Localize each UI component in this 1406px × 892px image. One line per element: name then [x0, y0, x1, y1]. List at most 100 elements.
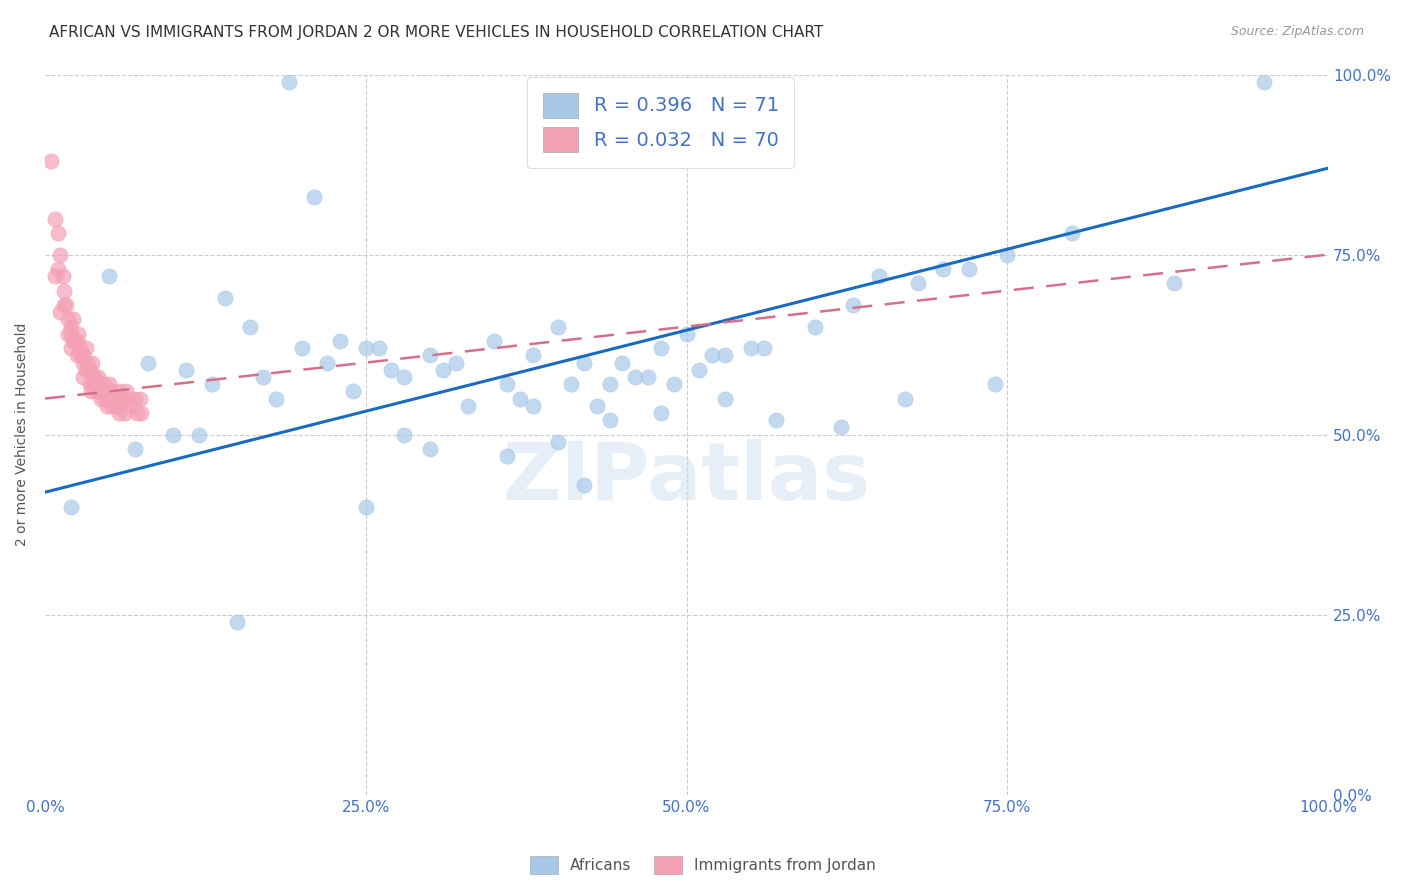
- Text: ZIPatlas: ZIPatlas: [502, 439, 870, 516]
- Point: [87, 377, 110, 392]
- Point: [52, 269, 75, 284]
- Point: [201, 377, 224, 392]
- Point: [49, 305, 72, 319]
- Point: [599, 377, 621, 392]
- Point: [354, 341, 377, 355]
- Point: [367, 341, 389, 355]
- Point: [830, 420, 852, 434]
- Point: [59, 319, 82, 334]
- Point: [547, 434, 569, 449]
- Point: [105, 399, 128, 413]
- Point: [522, 399, 544, 413]
- Point: [304, 190, 326, 204]
- Legend: Africans, Immigrants from Jordan: Africans, Immigrants from Jordan: [524, 850, 882, 880]
- Point: [69, 341, 91, 355]
- Point: [55, 298, 77, 312]
- Point: [101, 384, 124, 399]
- Point: [67, 326, 90, 341]
- Point: [75, 363, 97, 377]
- Point: [419, 348, 441, 362]
- Point: [75, 341, 97, 355]
- Point: [650, 341, 672, 355]
- Point: [188, 427, 211, 442]
- Point: [932, 262, 955, 277]
- Point: [226, 615, 249, 629]
- Point: [983, 377, 1005, 392]
- Point: [252, 370, 274, 384]
- Point: [572, 478, 595, 492]
- Point: [1253, 75, 1275, 89]
- Point: [59, 341, 82, 355]
- Point: [70, 348, 93, 362]
- Point: [342, 384, 364, 399]
- Point: [87, 384, 110, 399]
- Point: [59, 326, 82, 341]
- Point: [94, 392, 117, 406]
- Point: [44, 211, 66, 226]
- Point: [129, 392, 152, 406]
- Point: [72, 370, 94, 384]
- Point: [995, 247, 1018, 261]
- Point: [90, 392, 112, 406]
- Point: [136, 355, 159, 369]
- Point: [62, 312, 84, 326]
- Point: [662, 377, 685, 392]
- Point: [599, 413, 621, 427]
- Point: [84, 377, 107, 392]
- Point: [108, 406, 131, 420]
- Point: [380, 363, 402, 377]
- Point: [907, 277, 929, 291]
- Point: [104, 392, 127, 406]
- Point: [496, 449, 519, 463]
- Point: [239, 319, 262, 334]
- Point: [96, 399, 118, 413]
- Point: [114, 406, 136, 420]
- Text: Source: ZipAtlas.com: Source: ZipAtlas.com: [1230, 25, 1364, 38]
- Point: [572, 355, 595, 369]
- Point: [291, 341, 314, 355]
- Point: [329, 334, 352, 348]
- Point: [96, 392, 118, 406]
- Point: [842, 298, 865, 312]
- Point: [893, 392, 915, 406]
- Point: [804, 319, 827, 334]
- Point: [432, 363, 454, 377]
- Point: [752, 341, 775, 355]
- Point: [83, 377, 105, 392]
- Point: [688, 363, 710, 377]
- Point: [111, 392, 134, 406]
- Point: [76, 355, 98, 369]
- Point: [83, 370, 105, 384]
- Point: [44, 269, 66, 284]
- Point: [104, 399, 127, 413]
- Point: [124, 442, 146, 456]
- Point: [59, 500, 82, 514]
- Point: [91, 384, 114, 399]
- Point: [70, 348, 93, 362]
- Point: [46, 226, 69, 240]
- Point: [868, 269, 890, 284]
- Point: [124, 392, 146, 406]
- Y-axis label: 2 or more Vehicles in Household: 2 or more Vehicles in Household: [15, 323, 30, 546]
- Point: [100, 399, 122, 413]
- Point: [117, 392, 139, 406]
- Point: [624, 370, 647, 384]
- Text: AFRICAN VS IMMIGRANTS FROM JORDAN 2 OR MORE VEHICLES IN HOUSEHOLD CORRELATION CH: AFRICAN VS IMMIGRANTS FROM JORDAN 2 OR M…: [49, 25, 824, 40]
- Point: [1060, 226, 1083, 240]
- Point: [509, 392, 531, 406]
- Point: [316, 355, 339, 369]
- Point: [86, 370, 108, 384]
- Point: [522, 348, 544, 362]
- Point: [114, 384, 136, 399]
- Point: [585, 399, 607, 413]
- Point: [174, 363, 197, 377]
- Point: [457, 399, 479, 413]
- Point: [63, 334, 86, 348]
- Point: [89, 384, 111, 399]
- Point: [650, 406, 672, 420]
- Point: [127, 406, 149, 420]
- Point: [560, 377, 582, 392]
- Point: [46, 262, 69, 277]
- Point: [108, 384, 131, 399]
- Point: [702, 348, 724, 362]
